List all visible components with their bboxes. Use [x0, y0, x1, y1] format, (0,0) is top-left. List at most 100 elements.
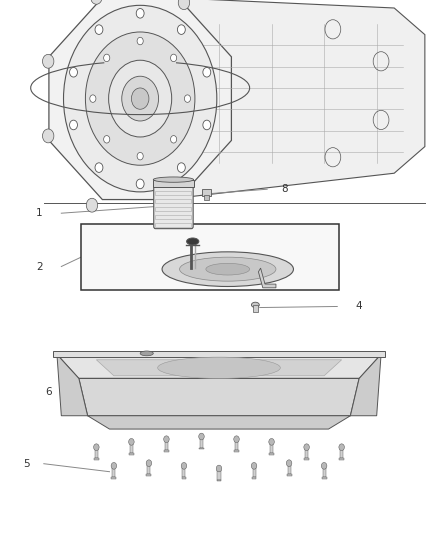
- Polygon shape: [258, 268, 276, 288]
- Circle shape: [181, 463, 187, 469]
- Circle shape: [286, 460, 292, 466]
- Circle shape: [146, 460, 152, 466]
- Bar: [234, 450, 239, 452]
- Bar: [340, 449, 343, 458]
- Bar: [304, 458, 309, 460]
- Circle shape: [216, 465, 222, 472]
- Circle shape: [104, 54, 110, 62]
- Circle shape: [131, 88, 149, 109]
- Polygon shape: [88, 416, 350, 429]
- Circle shape: [122, 76, 159, 121]
- Bar: [252, 468, 256, 477]
- Ellipse shape: [153, 177, 194, 182]
- Circle shape: [137, 152, 143, 160]
- Polygon shape: [96, 360, 342, 376]
- Circle shape: [269, 439, 274, 445]
- Circle shape: [177, 163, 185, 172]
- Bar: [165, 441, 168, 450]
- Circle shape: [109, 60, 172, 137]
- Bar: [251, 477, 257, 479]
- Text: 2: 2: [36, 262, 43, 271]
- Text: 3: 3: [303, 248, 310, 258]
- Circle shape: [95, 25, 103, 35]
- Polygon shape: [49, 0, 231, 199]
- Circle shape: [136, 179, 144, 189]
- Circle shape: [129, 439, 134, 445]
- Bar: [153, 180, 194, 187]
- Text: 4: 4: [356, 302, 363, 311]
- Circle shape: [234, 436, 239, 442]
- Ellipse shape: [140, 351, 153, 356]
- Bar: [155, 215, 191, 219]
- Circle shape: [90, 95, 96, 102]
- Circle shape: [251, 463, 257, 469]
- Ellipse shape: [206, 263, 250, 275]
- Circle shape: [170, 54, 177, 62]
- Ellipse shape: [158, 357, 280, 378]
- Circle shape: [203, 120, 211, 130]
- Bar: [200, 438, 203, 448]
- Circle shape: [95, 163, 103, 172]
- Ellipse shape: [180, 257, 276, 281]
- Circle shape: [104, 135, 110, 143]
- Bar: [235, 441, 238, 450]
- Circle shape: [94, 444, 99, 450]
- Circle shape: [111, 463, 117, 469]
- Circle shape: [136, 9, 144, 18]
- Bar: [81, 224, 339, 290]
- Text: 7: 7: [119, 358, 126, 367]
- Bar: [129, 453, 134, 455]
- Bar: [199, 448, 204, 449]
- Circle shape: [178, 0, 190, 10]
- Circle shape: [91, 0, 102, 4]
- Bar: [286, 474, 292, 476]
- Bar: [146, 474, 152, 476]
- Circle shape: [184, 95, 191, 102]
- Bar: [202, 189, 211, 196]
- Polygon shape: [350, 354, 381, 416]
- Circle shape: [203, 68, 211, 77]
- Bar: [164, 450, 169, 452]
- FancyBboxPatch shape: [154, 184, 193, 229]
- Bar: [112, 468, 116, 477]
- Bar: [155, 191, 191, 195]
- Bar: [181, 477, 187, 479]
- Bar: [147, 465, 151, 474]
- Ellipse shape: [162, 252, 293, 287]
- Circle shape: [137, 37, 143, 45]
- Circle shape: [304, 444, 309, 450]
- Bar: [253, 305, 258, 312]
- Bar: [305, 449, 308, 458]
- Circle shape: [70, 120, 78, 130]
- Text: 6: 6: [45, 387, 52, 397]
- Bar: [216, 480, 222, 481]
- Bar: [155, 207, 191, 211]
- Bar: [130, 443, 133, 453]
- Bar: [321, 477, 327, 479]
- Polygon shape: [79, 378, 359, 416]
- Bar: [339, 458, 344, 460]
- Bar: [53, 351, 385, 357]
- Circle shape: [156, 198, 168, 212]
- Bar: [95, 449, 98, 458]
- Bar: [269, 453, 274, 455]
- Circle shape: [42, 54, 54, 68]
- Circle shape: [339, 444, 344, 450]
- Bar: [217, 470, 220, 480]
- Circle shape: [321, 463, 327, 469]
- Polygon shape: [57, 354, 381, 378]
- Bar: [270, 443, 273, 453]
- Circle shape: [177, 25, 185, 35]
- Text: 1: 1: [36, 208, 43, 218]
- Ellipse shape: [251, 302, 259, 308]
- Bar: [155, 223, 191, 227]
- Circle shape: [70, 68, 78, 77]
- Circle shape: [170, 135, 177, 143]
- Bar: [287, 465, 291, 474]
- Polygon shape: [57, 354, 88, 416]
- Ellipse shape: [187, 238, 199, 245]
- Text: 5: 5: [23, 459, 30, 469]
- Circle shape: [164, 436, 169, 442]
- Circle shape: [199, 433, 204, 440]
- Circle shape: [86, 198, 98, 212]
